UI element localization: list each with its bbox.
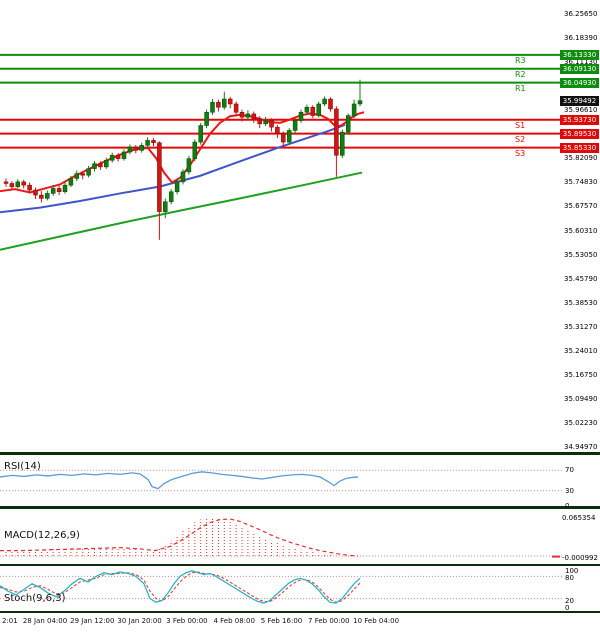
- time-axis-label: 5 Feb 16:00: [260, 617, 303, 625]
- time-axis-label: 7 Feb 00:00: [308, 617, 350, 625]
- panel-separator: [0, 452, 600, 455]
- stoch-panel-canvas: [0, 570, 562, 604]
- macd-panel-canvas: [0, 517, 562, 558]
- time-axis: 2:01 28 Jan 04:00 29 Jan 12:00 30 Jan 20:00…: [0, 613, 600, 634]
- rsi-panel-canvas: [0, 469, 562, 492]
- panel-separator: [0, 564, 600, 566]
- time-axis-label: 29 Jan 12:00: [70, 617, 115, 625]
- time-axis-label: 3 Feb 00:00: [166, 617, 208, 625]
- macd-label: MACD(12,26,9): [4, 530, 80, 541]
- panel-separator: [0, 506, 600, 509]
- time-axis-label: 2:01: [2, 617, 18, 625]
- time-axis-label: 28 Jan 04:00: [22, 617, 68, 625]
- stoch-label: Stoch(9,6,3): [4, 593, 66, 604]
- rsi-label: RSI(14): [4, 461, 41, 472]
- panel-separator: [0, 611, 600, 613]
- time-axis-label: 4 Feb 08:00: [213, 617, 255, 625]
- time-axis-label: 10 Feb 04:00: [353, 617, 400, 625]
- time-axis-label: 30 Jan 20:00: [117, 617, 162, 625]
- price-chart-canvas: [0, 53, 562, 251]
